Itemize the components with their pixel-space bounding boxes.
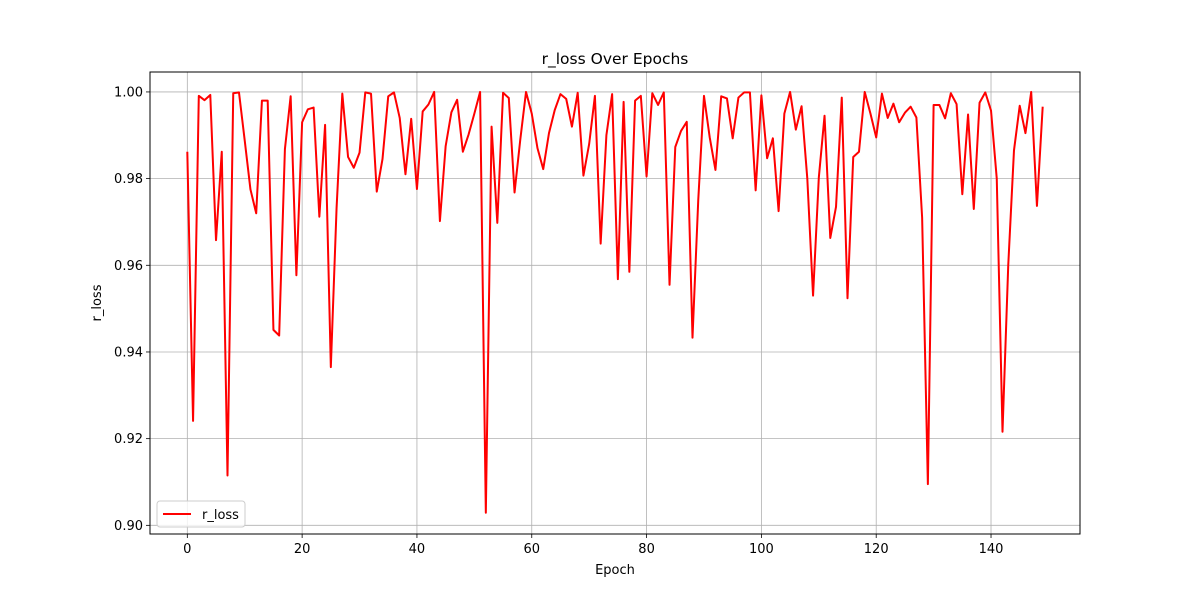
y-tick-label: 0.96 <box>114 259 143 274</box>
legend-box <box>156 500 246 528</box>
x-tick-label: 40 <box>409 542 426 557</box>
y-tick-label: 1.00 <box>114 85 143 100</box>
ticks: 0 20 40 60 80 100 120 140 0.90 0.92 0.94 0.96 0.98 1.… <box>114 85 1003 557</box>
series-line-r_loss <box>186 90 1044 514</box>
x-axis-label: Epoch <box>595 563 635 578</box>
x-tick-label: 120 <box>864 542 889 557</box>
x-tick-label: 0 <box>183 542 191 557</box>
y-tick-label: 0.90 <box>114 519 143 534</box>
x-tick-label: 20 <box>294 542 311 557</box>
y-axis-label: r_loss <box>90 284 105 321</box>
y-tick-label: 0.98 <box>114 172 143 187</box>
plot-frame <box>149 71 1081 535</box>
chart-title: r_loss Over Epochs <box>542 50 689 69</box>
legend-label: r_loss <box>202 508 239 523</box>
legend: r_loss <box>156 500 246 528</box>
x-tick-label: 100 <box>749 542 774 557</box>
x-tick-label: 140 <box>979 542 1004 557</box>
y-tick-label: 0.92 <box>114 432 143 447</box>
series-layer <box>186 90 1044 514</box>
x-tick-label: 80 <box>638 542 655 557</box>
x-tick-label: 60 <box>523 542 540 557</box>
y-tick-label: 0.94 <box>114 345 143 360</box>
